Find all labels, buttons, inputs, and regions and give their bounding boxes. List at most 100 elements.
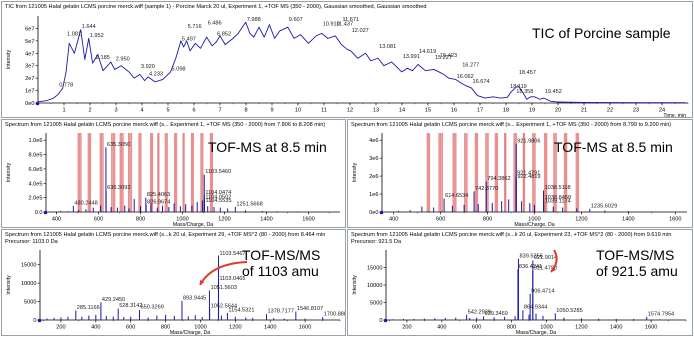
x-tick-label: 3 [114, 108, 117, 114]
peak-label: 1052.5644 [211, 303, 237, 309]
tic-trace [37, 21, 686, 104]
x-tick-label: 22 [607, 108, 613, 114]
peak-label: 528.3142 [119, 303, 142, 309]
peak-label: 12.027 [352, 28, 369, 34]
peak-label: 1.081 [67, 32, 81, 38]
peak-label: 742.3770 [475, 186, 498, 192]
annotation-text: TOF-MS/MS [242, 247, 320, 263]
x-tick-label: 800 [136, 217, 145, 223]
msms2-svg: Spectrum from 121005 Halal gelatin LCMS … [351, 232, 687, 335]
y-tick-label: 15000 [367, 266, 383, 272]
peak-label: 825.4063 [147, 192, 170, 198]
x-tick-label: 1000 [528, 217, 540, 223]
x-tick-label: 1600 [302, 217, 314, 223]
x-tick-label: 600 [126, 325, 135, 331]
peak-label: 480.2448 [74, 200, 97, 206]
peak-label: 18.358 [516, 89, 533, 95]
peak-label: 542.2939 [468, 309, 491, 315]
x-tick-label: 1200 [575, 325, 587, 331]
peak-label: 1038.5118 [545, 185, 571, 191]
peak-label: 15.423 [440, 53, 457, 59]
y-tick-label: 5e7 [25, 39, 34, 45]
y-tick-label: 6.0e5 [29, 167, 43, 173]
x-tick-label: 1200 [229, 325, 241, 331]
y-tick-label: 1.0e6 [29, 138, 43, 144]
peak-label: 3.920 [141, 64, 155, 70]
peak-label: 1039.1174 [545, 198, 571, 204]
x-tick-label: 13 [373, 108, 379, 114]
x-tick-label: 1400 [264, 325, 276, 331]
y-tick-label: 10000 [367, 283, 383, 289]
arrowhead-icon [551, 267, 556, 272]
x-tick-label: 19 [529, 108, 535, 114]
x-tick-label: 200 [402, 325, 411, 331]
x-tick-label: 16 [451, 108, 457, 114]
y-tick-label: 4e6 [369, 138, 378, 144]
msms1-panel: Spectrum from 121005 Halal gelatin LCMS … [1, 229, 346, 336]
y-tick-label: 0.0 [35, 210, 43, 216]
arrowhead-icon [199, 280, 205, 285]
x-tick-label: 14 [399, 108, 405, 114]
x-tick-label: 4 [140, 108, 143, 114]
x-tick-label: 1600 [645, 325, 657, 331]
peak-label: 893.9445 [183, 295, 206, 301]
y-tick-label: 0 [33, 318, 36, 324]
chart-title: Spectrum from 121005 Halal gelatin LCMS … [351, 232, 671, 238]
peak-label: 13.081 [379, 44, 396, 50]
x-axis-title: Mass/Charge, Da [170, 330, 210, 336]
x-tick-label: 1600 [299, 325, 311, 331]
chart-title: Spectrum from 121005 Halal gelatin LCMS … [5, 232, 325, 238]
peak-label: 1050.5285 [556, 308, 582, 314]
origin-marker-icon [43, 210, 48, 215]
tic-svg: TIC from 121005 Halal gelatin LCMS porci… [5, 4, 689, 118]
chart-title: TIC from 121005 Halal gelatin LCMS porci… [5, 4, 427, 10]
peak-label: 6.852 [217, 32, 231, 38]
annotation-text: TOF-MS at 8.5 min [208, 139, 327, 155]
peak-label: 15.227 [435, 55, 452, 61]
x-axis-title: Time, min [663, 113, 686, 118]
peak-label: 614.6534 [445, 193, 468, 199]
peak-label: 826.9674 [147, 199, 170, 205]
peak-label: 6.486 [208, 20, 222, 26]
x-tick-label: 1600 [669, 217, 681, 223]
peak-label: 1038.8458 [545, 195, 571, 201]
peak-label: 4.233 [149, 71, 163, 77]
x-tick-label: 1000 [540, 325, 552, 331]
annotation-text: TOF-MS/MS [596, 247, 674, 263]
peak-label: 18.119 [510, 84, 527, 90]
y-tick-label: 2.0e5 [29, 196, 43, 202]
origin-marker-icon [383, 318, 388, 323]
peak-label: 16.062 [457, 74, 474, 80]
x-tick-label: 1200 [218, 217, 230, 223]
y-tick-label: 0e0 [25, 101, 34, 107]
peak-label: 11.437 [336, 22, 353, 28]
x-tick-label: 1400 [610, 325, 622, 331]
peak-label: 5.098 [172, 66, 186, 72]
x-tick-label: 1200 [575, 217, 587, 223]
x-tick-label: 1000 [194, 325, 206, 331]
peak-label: 5.716 [188, 24, 202, 30]
tic-panel: TIC from 121005 Halal gelatin LCMS porci… [1, 1, 693, 118]
x-tick-label: 21 [581, 108, 587, 114]
y-tick-label: 6e7 [25, 26, 34, 32]
origin-marker-icon [37, 318, 42, 323]
y-tick-label: 1e7 [25, 89, 34, 95]
peak-label: 1235.6029 [591, 203, 617, 209]
annotation-text: TIC of Porcine sample [532, 25, 671, 41]
peak-label: 922.4819 [517, 174, 540, 180]
x-tick-label: 17 [477, 108, 483, 114]
chart-subtitle: Precursor: 921.5 Da [351, 239, 402, 245]
y-tick-label: 15000 [21, 263, 37, 269]
chart-subtitle: Precursor: 1103.0 Da [5, 239, 59, 245]
peak-label: 1.644 [82, 24, 96, 30]
y-tick-label: 5000 [24, 300, 36, 306]
peak-label: 2.950 [116, 56, 130, 62]
y-tick-label: 2e6 [369, 174, 378, 180]
x-tick-label: 400 [52, 217, 61, 223]
y-tick-label: 4.0e5 [29, 181, 43, 187]
peak-label: 5.497 [182, 37, 196, 43]
x-tick-label: 600 [436, 217, 445, 223]
chart-title: Spectrum from 121005 Halal gelatin LCMS … [5, 122, 325, 128]
x-tick-label: 1400 [260, 217, 272, 223]
